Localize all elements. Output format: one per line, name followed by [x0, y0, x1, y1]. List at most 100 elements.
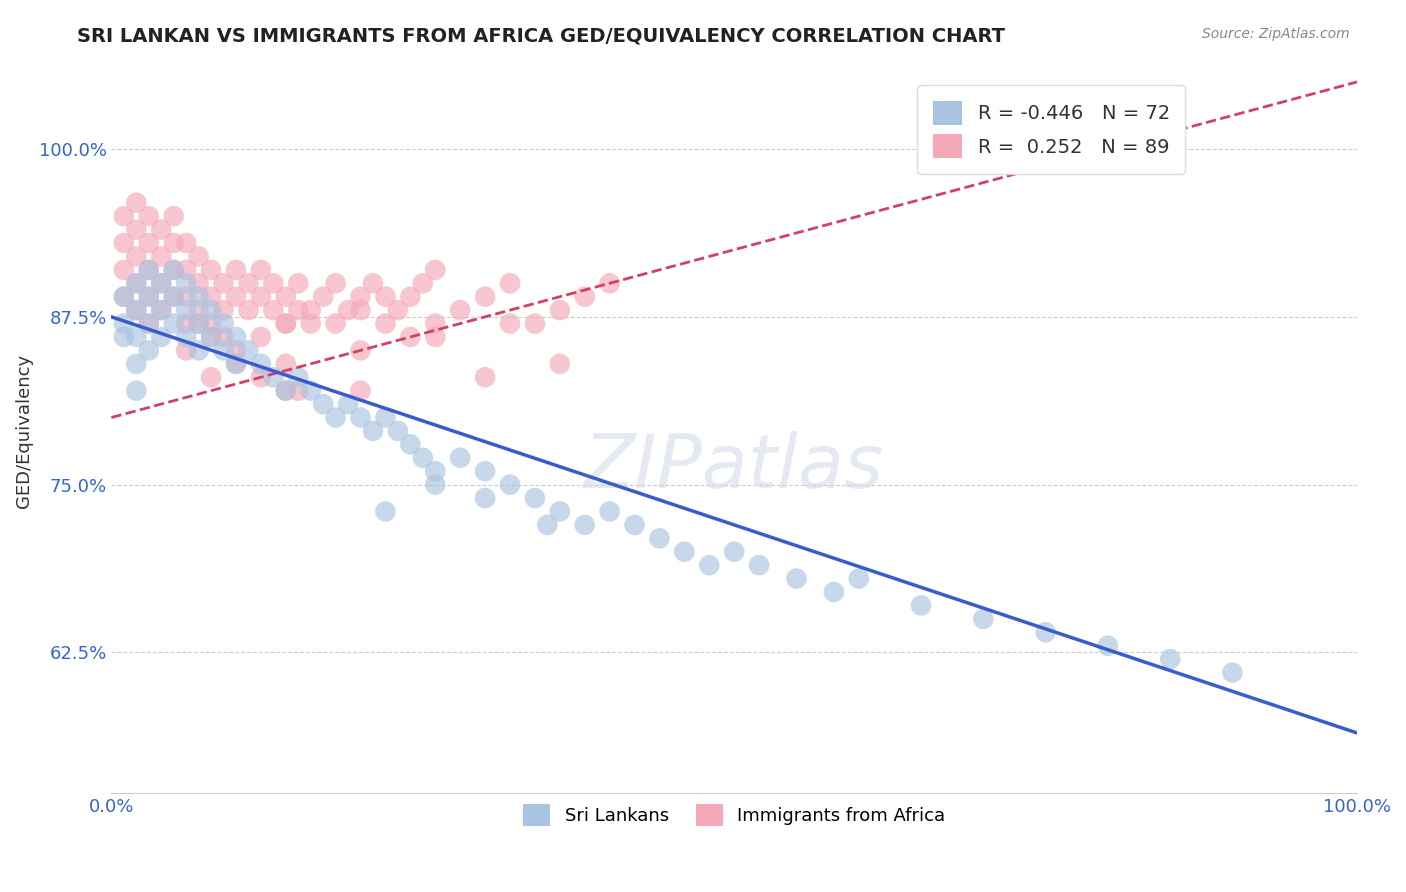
Point: [112, 235, 135, 250]
Point: [374, 504, 396, 518]
Point: [449, 450, 471, 465]
Text: ZIPatlas: ZIPatlas: [583, 431, 884, 503]
Point: [200, 330, 222, 344]
Point: [412, 277, 434, 291]
Point: [548, 357, 571, 371]
Point: [1159, 652, 1181, 666]
Point: [150, 277, 173, 291]
Point: [200, 330, 222, 344]
Point: [299, 303, 322, 318]
Text: Source: ZipAtlas.com: Source: ZipAtlas.com: [1202, 27, 1350, 41]
Point: [399, 437, 422, 451]
Point: [262, 277, 284, 291]
Point: [374, 410, 396, 425]
Point: [150, 249, 173, 263]
Point: [299, 384, 322, 398]
Point: [187, 303, 209, 318]
Point: [697, 558, 720, 573]
Point: [225, 330, 247, 344]
Point: [187, 277, 209, 291]
Point: [174, 277, 197, 291]
Point: [225, 357, 247, 371]
Point: [599, 504, 621, 518]
Point: [449, 303, 471, 318]
Point: [673, 545, 696, 559]
Point: [187, 290, 209, 304]
Point: [425, 477, 447, 491]
Point: [748, 558, 770, 573]
Point: [125, 303, 148, 318]
Point: [972, 612, 994, 626]
Point: [250, 357, 273, 371]
Point: [274, 384, 297, 398]
Point: [349, 290, 371, 304]
Point: [250, 330, 273, 344]
Point: [163, 235, 186, 250]
Point: [250, 370, 273, 384]
Point: [374, 290, 396, 304]
Point: [187, 249, 209, 263]
Point: [125, 303, 148, 318]
Point: [212, 317, 235, 331]
Point: [262, 303, 284, 318]
Point: [723, 545, 745, 559]
Point: [299, 317, 322, 331]
Point: [200, 303, 222, 318]
Point: [474, 491, 496, 505]
Point: [150, 330, 173, 344]
Point: [325, 410, 347, 425]
Point: [287, 370, 309, 384]
Point: [238, 343, 260, 358]
Point: [425, 464, 447, 478]
Point: [138, 290, 160, 304]
Point: [125, 277, 148, 291]
Point: [138, 290, 160, 304]
Point: [125, 384, 148, 398]
Point: [349, 384, 371, 398]
Point: [536, 517, 558, 532]
Point: [174, 263, 197, 277]
Point: [387, 303, 409, 318]
Point: [1097, 639, 1119, 653]
Point: [163, 290, 186, 304]
Point: [1222, 665, 1244, 680]
Point: [648, 531, 671, 545]
Point: [274, 384, 297, 398]
Point: [474, 290, 496, 304]
Point: [200, 317, 222, 331]
Point: [174, 303, 197, 318]
Point: [499, 277, 522, 291]
Point: [349, 303, 371, 318]
Point: [225, 343, 247, 358]
Point: [187, 343, 209, 358]
Point: [312, 397, 335, 411]
Text: SRI LANKAN VS IMMIGRANTS FROM AFRICA GED/EQUIVALENCY CORRELATION CHART: SRI LANKAN VS IMMIGRANTS FROM AFRICA GED…: [77, 27, 1005, 45]
Point: [138, 209, 160, 223]
Point: [387, 424, 409, 438]
Point: [163, 209, 186, 223]
Point: [212, 330, 235, 344]
Point: [399, 290, 422, 304]
Point: [548, 504, 571, 518]
Point: [325, 317, 347, 331]
Point: [287, 384, 309, 398]
Point: [212, 303, 235, 318]
Point: [125, 330, 148, 344]
Point: [287, 277, 309, 291]
Point: [425, 317, 447, 331]
Point: [848, 572, 870, 586]
Point: [374, 317, 396, 331]
Point: [150, 303, 173, 318]
Point: [212, 277, 235, 291]
Point: [112, 209, 135, 223]
Point: [499, 477, 522, 491]
Point: [337, 397, 360, 411]
Point: [187, 317, 209, 331]
Point: [163, 263, 186, 277]
Point: [150, 303, 173, 318]
Point: [337, 303, 360, 318]
Point: [200, 263, 222, 277]
Legend: Sri Lankans, Immigrants from Africa: Sri Lankans, Immigrants from Africa: [515, 795, 955, 835]
Point: [287, 303, 309, 318]
Point: [910, 599, 932, 613]
